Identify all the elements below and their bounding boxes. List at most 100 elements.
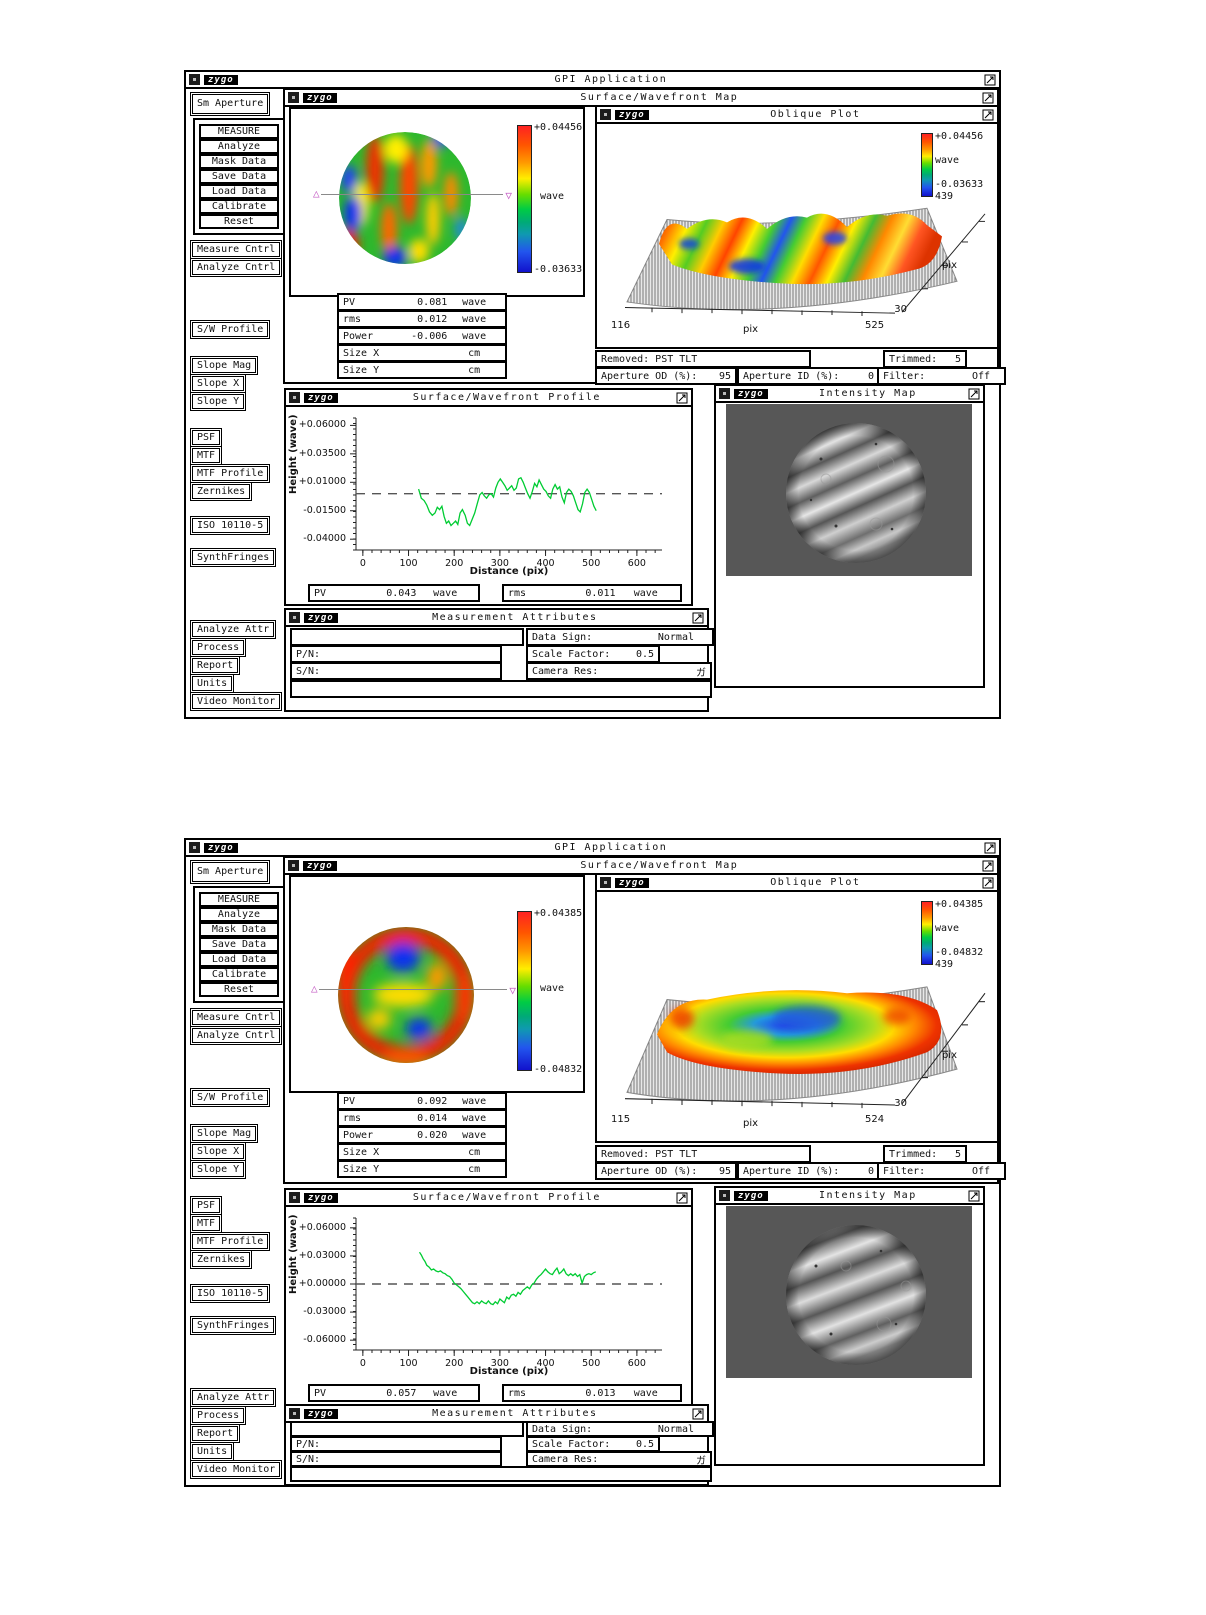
sidebar-item-sm-aperture[interactable]: Sm Aperture bbox=[189, 92, 271, 116]
aperture-id-field[interactable]: Aperture ID (%): 0 bbox=[737, 1162, 880, 1180]
window-zoom-icon[interactable] bbox=[982, 877, 994, 889]
window-menu-icon[interactable] bbox=[600, 877, 611, 888]
synthfringes-button[interactable]: SynthFringes bbox=[189, 548, 277, 567]
sn-input[interactable]: S/N: bbox=[290, 662, 502, 680]
reset-button[interactable]: Reset bbox=[199, 982, 279, 997]
data-sign-field[interactable]: Data Sign: Normal bbox=[526, 628, 714, 646]
analyze-attr-button[interactable]: Analyze Attr bbox=[189, 620, 277, 639]
mtf-profile-button[interactable]: MTF Profile bbox=[189, 1232, 271, 1251]
filter-field[interactable]: Filter: Off bbox=[877, 1162, 1006, 1180]
synthfringes-button[interactable]: SynthFringes bbox=[189, 1316, 277, 1335]
process-button[interactable]: Process bbox=[189, 1406, 247, 1425]
oblique-titlebar[interactable]: zygo Oblique Plot bbox=[597, 107, 997, 124]
removed-field[interactable]: Removed: PST TLT bbox=[595, 350, 811, 368]
profile-titlebar[interactable]: zygo Surface/Wavefront Profile bbox=[286, 390, 691, 407]
scanline-right-marker-icon[interactable]: ▽ bbox=[509, 984, 516, 997]
analyze-button[interactable]: Analyze bbox=[199, 139, 279, 154]
notes-input[interactable] bbox=[290, 680, 712, 698]
attributes-titlebar[interactable]: zygo Measurement Attributes bbox=[286, 1406, 707, 1423]
window-zoom-icon[interactable] bbox=[692, 612, 704, 624]
profile-scanline[interactable]: △ ▽ bbox=[313, 188, 512, 201]
window-menu-icon[interactable] bbox=[719, 1190, 730, 1201]
notes-input[interactable] bbox=[290, 1466, 712, 1482]
window-zoom-icon[interactable] bbox=[692, 1408, 704, 1420]
window-menu-icon[interactable] bbox=[289, 1408, 300, 1419]
measure-cntrl-button[interactable]: Measure Cntrl bbox=[189, 1008, 283, 1027]
window-zoom-icon[interactable] bbox=[676, 392, 688, 404]
video-monitor-button[interactable]: Video Monitor bbox=[189, 1460, 283, 1479]
pn-input[interactable]: P/N: bbox=[290, 1436, 502, 1452]
scanline-right-marker-icon[interactable]: ▽ bbox=[505, 189, 512, 202]
comment-input[interactable] bbox=[290, 628, 524, 646]
window-menu-icon[interactable] bbox=[719, 388, 730, 399]
slope-mag-button[interactable]: Slope Mag bbox=[189, 1124, 259, 1143]
mask-data-button[interactable]: Mask Data bbox=[199, 154, 279, 169]
psf-button[interactable]: PSF bbox=[189, 1196, 223, 1215]
comment-input[interactable] bbox=[290, 1421, 524, 1437]
aperture-od-field[interactable]: Aperture OD (%): 95 bbox=[595, 1162, 737, 1180]
sn-input[interactable]: S/N: bbox=[290, 1451, 502, 1467]
aperture-id-field[interactable]: Aperture ID (%): 0 bbox=[737, 367, 880, 385]
save-data-button[interactable]: Save Data bbox=[199, 937, 279, 952]
calibrate-button[interactable]: Calibrate bbox=[199, 199, 279, 214]
sw-profile-button[interactable]: S/W Profile bbox=[189, 320, 271, 339]
iso-10110-5-button[interactable]: ISO 10110-5 bbox=[189, 516, 271, 535]
trimmed-field[interactable]: Trimmed: 5 bbox=[883, 1145, 967, 1163]
window-menu-icon[interactable] bbox=[289, 612, 300, 623]
profile-titlebar[interactable]: zygo Surface/Wavefront Profile bbox=[286, 1190, 691, 1207]
window-zoom-icon[interactable] bbox=[968, 388, 980, 400]
window-zoom-icon[interactable] bbox=[982, 92, 994, 104]
analyze-attr-button[interactable]: Analyze Attr bbox=[189, 1388, 277, 1407]
measure-button[interactable]: MEASURE bbox=[199, 124, 279, 139]
intensity-titlebar[interactable]: zygo Intensity Map bbox=[716, 1188, 983, 1205]
window-zoom-icon[interactable] bbox=[968, 1190, 980, 1202]
scale-factor-field[interactable]: Scale Factor: 0.5 bbox=[526, 645, 660, 663]
window-zoom-icon[interactable] bbox=[676, 1192, 688, 1204]
reset-button[interactable]: Reset bbox=[199, 214, 279, 229]
units-button[interactable]: Units bbox=[189, 1442, 235, 1461]
data-sign-field[interactable]: Data Sign: Normal bbox=[526, 1421, 714, 1437]
scanline-left-marker-icon[interactable]: △ bbox=[311, 982, 318, 995]
mask-data-button[interactable]: Mask Data bbox=[199, 922, 279, 937]
iso-10110-5-button[interactable]: ISO 10110-5 bbox=[189, 1284, 271, 1303]
window-zoom-icon[interactable] bbox=[982, 860, 994, 872]
oblique-titlebar[interactable]: zygo Oblique Plot bbox=[597, 875, 997, 892]
report-button[interactable]: Report bbox=[189, 1424, 241, 1443]
window-zoom-icon[interactable] bbox=[984, 842, 996, 854]
sw-profile-button[interactable]: S/W Profile bbox=[189, 1088, 271, 1107]
load-data-button[interactable]: Load Data bbox=[199, 184, 279, 199]
aperture-od-field[interactable]: Aperture OD (%): 95 bbox=[595, 367, 737, 385]
process-button[interactable]: Process bbox=[189, 638, 247, 657]
window-menu-icon[interactable] bbox=[288, 92, 299, 103]
window-zoom-icon[interactable] bbox=[984, 74, 996, 86]
window-menu-icon[interactable] bbox=[189, 842, 200, 853]
video-monitor-button[interactable]: Video Monitor bbox=[189, 692, 283, 711]
window-menu-icon[interactable] bbox=[600, 109, 611, 120]
window-menu-icon[interactable] bbox=[289, 1192, 300, 1203]
pn-input[interactable]: P/N: bbox=[290, 645, 502, 663]
attributes-titlebar[interactable]: zygo Measurement Attributes bbox=[286, 610, 707, 627]
analyze-cntrl-button[interactable]: Analyze Cntrl bbox=[189, 1026, 283, 1045]
slope-y-button[interactable]: Slope Y bbox=[189, 1160, 247, 1179]
window-zoom-icon[interactable] bbox=[982, 109, 994, 121]
intensity-titlebar[interactable]: zygo Intensity Map bbox=[716, 386, 983, 403]
mtf-profile-button[interactable]: MTF Profile bbox=[189, 464, 271, 483]
load-data-button[interactable]: Load Data bbox=[199, 952, 279, 967]
slope-mag-button[interactable]: Slope Mag bbox=[189, 356, 259, 375]
zernikes-button[interactable]: Zernikes bbox=[189, 1250, 253, 1269]
mtf-button[interactable]: MTF bbox=[189, 446, 223, 465]
zernikes-button[interactable]: Zernikes bbox=[189, 482, 253, 501]
slope-y-button[interactable]: Slope Y bbox=[189, 392, 247, 411]
slope-x-button[interactable]: Slope X bbox=[189, 374, 247, 393]
filter-field[interactable]: Filter: Off bbox=[877, 367, 1006, 385]
analyze-cntrl-button[interactable]: Analyze Cntrl bbox=[189, 258, 283, 277]
sidebar-item-sm-aperture[interactable]: Sm Aperture bbox=[189, 860, 271, 884]
psf-button[interactable]: PSF bbox=[189, 428, 223, 447]
profile-scanline[interactable]: △ ▽ bbox=[311, 983, 516, 996]
scanline-left-marker-icon[interactable]: △ bbox=[313, 187, 320, 200]
window-menu-icon[interactable] bbox=[288, 860, 299, 871]
window-menu-icon[interactable] bbox=[289, 392, 300, 403]
report-button[interactable]: Report bbox=[189, 656, 241, 675]
removed-field[interactable]: Removed: PST TLT bbox=[595, 1145, 811, 1163]
save-data-button[interactable]: Save Data bbox=[199, 169, 279, 184]
